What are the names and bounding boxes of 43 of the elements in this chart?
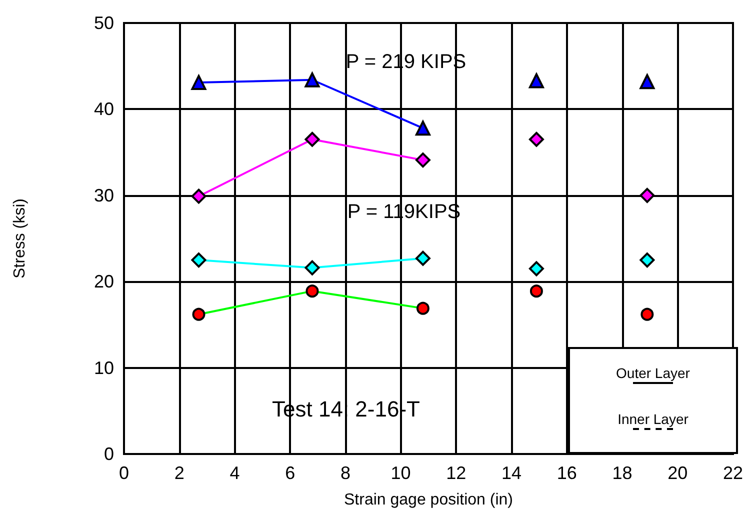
point <box>528 261 544 276</box>
x-tick-label: 12 <box>446 463 466 483</box>
x-tick-label: 0 <box>118 463 130 483</box>
point <box>415 152 430 168</box>
x-tick-label: 2 <box>174 463 184 483</box>
y-tick-label: 20 <box>94 272 114 292</box>
point <box>191 252 206 268</box>
y-tick-label: 30 <box>94 185 114 206</box>
point <box>191 74 206 90</box>
y-tick-label: 0 <box>104 444 114 464</box>
point <box>306 284 319 298</box>
x-tick-label: 6 <box>285 463 296 483</box>
point <box>530 284 543 298</box>
point <box>640 74 655 90</box>
x-tick-label: 22 <box>722 463 744 483</box>
x-tick-label: 20 <box>668 463 688 483</box>
y-tick-label: 40 <box>94 99 114 120</box>
x-tick-label: 14 <box>502 463 522 483</box>
key-box: Outer Layer Inner Layer <box>568 347 738 454</box>
x-axis-title: Strain gage position (in) <box>344 492 513 508</box>
x-tick-label: 4 <box>230 463 240 483</box>
point <box>528 73 544 88</box>
annotation: Outer Layer <box>616 365 690 381</box>
point <box>415 120 430 136</box>
x-tick-label: 8 <box>340 463 350 483</box>
y-tick-label: 50 <box>94 13 114 33</box>
point <box>304 72 320 88</box>
point <box>528 132 544 147</box>
annotation: Inner Layer <box>618 411 688 427</box>
point <box>192 308 206 321</box>
point <box>640 308 654 321</box>
point <box>415 250 430 266</box>
point <box>304 260 320 276</box>
point <box>191 188 206 204</box>
point <box>304 132 320 147</box>
x-tick-label: 16 <box>556 463 577 483</box>
point <box>640 252 655 268</box>
x-tick-label: 18 <box>612 463 632 483</box>
point <box>640 188 655 203</box>
x-tick-label: 10 <box>390 463 411 483</box>
point <box>416 302 430 315</box>
y-axis-title: Stress (ksi) <box>12 198 28 278</box>
y-tick-label: 10 <box>94 358 114 378</box>
